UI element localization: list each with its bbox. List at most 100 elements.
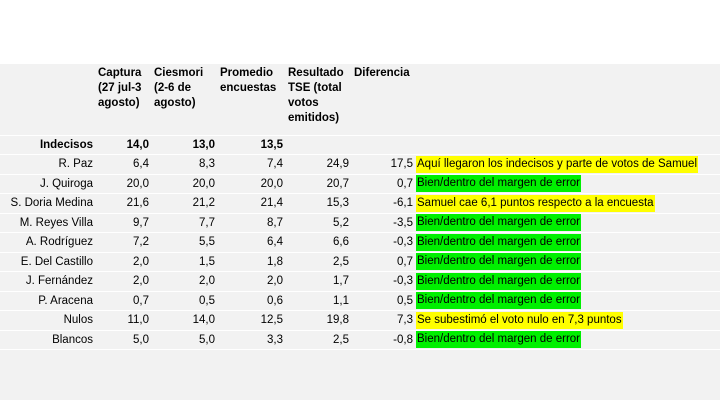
captura-cell: 0,7: [96, 291, 152, 311]
candidate-name: A. Rodríguez: [0, 232, 96, 253]
note-highlight: Bien/dentro del margen de error: [416, 292, 582, 310]
table-row: E. Del Castillo 2,0 1,5 1,8 2,5 0,7 Bien/dentr…: [0, 252, 720, 272]
ciesmori-cell: 21,2: [152, 193, 218, 214]
ciesmori-cell: 7,7: [152, 213, 218, 233]
note-highlight: Se subestimó el voto nulo en 7,3 puntos: [416, 311, 623, 329]
note-highlight: Bien/dentro del margen de error: [416, 175, 582, 193]
ciesmori-cell: 14,0: [152, 310, 218, 331]
note-highlight: Bien/dentro del margen de error: [416, 253, 582, 271]
ciesmori-cell: 5,5: [152, 232, 218, 253]
promedio-cell: 8,7: [218, 213, 286, 233]
header-resultado: Resultado TSE (total votos emitidos): [286, 64, 352, 136]
promedio-cell: 21,4: [218, 193, 286, 214]
candidate-name: S. Doria Medina: [0, 193, 96, 214]
captura-cell: 2,0: [96, 252, 152, 272]
captura-cell: 21,6: [96, 193, 152, 214]
note-cell: Bien/dentro del margen de error: [416, 291, 720, 311]
resultado-cell: 5,2: [286, 213, 352, 233]
diferencia-cell: 17,5: [352, 154, 416, 175]
table-row: S. Doria Medina 21,6 21,2 21,4 15,3 -6,1 Samue…: [0, 193, 720, 214]
indecisos-row: Indecisos 14,0 13,0 13,5: [0, 135, 720, 155]
resultado-cell: 1,7: [286, 271, 352, 292]
header-candidate: [0, 64, 96, 136]
diferencia-cell: 0,7: [352, 252, 416, 272]
diferencia-cell: 7,3: [352, 310, 416, 331]
poll-comparison-table: Captura (27 jul-3 agosto) Ciesmori (2-6 …: [0, 64, 720, 350]
resultado-cell: 1,1: [286, 291, 352, 311]
table-row: Blancos 5,0 5,0 3,3 2,5 -0,8 Bien/dentro del m…: [0, 330, 720, 350]
indecisos-note: [416, 135, 720, 155]
ciesmori-cell: 1,5: [152, 252, 218, 272]
captura-cell: 7,2: [96, 232, 152, 253]
candidate-name: E. Del Castillo: [0, 252, 96, 272]
promedio-cell: 3,3: [218, 330, 286, 350]
captura-cell: 11,0: [96, 310, 152, 331]
indecisos-resultado: [286, 135, 352, 155]
promedio-cell: 1,8: [218, 252, 286, 272]
resultado-cell: 15,3: [286, 193, 352, 214]
header-diferencia: Diferencia: [352, 64, 416, 136]
note-cell: Bien/dentro del margen de error: [416, 232, 720, 253]
table-row: J. Fernández 2,0 2,0 2,0 1,7 -0,3 Bien/dentro …: [0, 271, 720, 292]
ciesmori-cell: 8,3: [152, 154, 218, 175]
promedio-cell: 6,4: [218, 232, 286, 253]
candidate-name: P. Aracena: [0, 291, 96, 311]
bottom-band: [0, 350, 720, 400]
candidate-name: Nulos: [0, 310, 96, 331]
ciesmori-cell: 0,5: [152, 291, 218, 311]
indecisos-promedio: 13,5: [218, 135, 286, 155]
table-row: Nulos 11,0 14,0 12,5 19,8 7,3 Se subestimó el …: [0, 310, 720, 331]
diferencia-cell: -3,5: [352, 213, 416, 233]
indecisos-ciesmori: 13,0: [152, 135, 218, 155]
table-row: A. Rodríguez 7,2 5,5 6,4 6,6 -0,3 Bien/dentro …: [0, 232, 720, 253]
note-cell: Bien/dentro del margen de error: [416, 271, 720, 292]
candidate-name: J. Quiroga: [0, 174, 96, 194]
ciesmori-cell: 5,0: [152, 330, 218, 350]
candidate-name: Blancos: [0, 330, 96, 350]
diferencia-cell: -0,3: [352, 232, 416, 253]
ciesmori-cell: 20,0: [152, 174, 218, 194]
note-cell: Bien/dentro del margen de error: [416, 330, 720, 350]
note-cell: Aquí llegaron los indecisos y parte de v…: [416, 154, 720, 175]
note-highlight: Aquí llegaron los indecisos y parte de v…: [416, 155, 698, 173]
diferencia-cell: -0,8: [352, 330, 416, 350]
header-promedio: Promedio encuestas: [218, 64, 286, 136]
promedio-cell: 20,0: [218, 174, 286, 194]
note-highlight: Bien/dentro del margen de error: [416, 272, 582, 290]
indecisos-diferencia: [352, 135, 416, 155]
note-highlight: Bien/dentro del margen de error: [416, 233, 582, 251]
diferencia-cell: 0,7: [352, 174, 416, 194]
header-note: [416, 64, 720, 136]
captura-cell: 6,4: [96, 154, 152, 175]
promedio-cell: 2,0: [218, 271, 286, 292]
note-highlight: Bien/dentro del margen de error: [416, 331, 582, 349]
captura-cell: 2,0: [96, 271, 152, 292]
note-cell: Bien/dentro del margen de error: [416, 174, 720, 194]
diferencia-cell: 0,5: [352, 291, 416, 311]
diferencia-cell: -0,3: [352, 271, 416, 292]
captura-cell: 9,7: [96, 213, 152, 233]
diferencia-cell: -6,1: [352, 193, 416, 214]
note-highlight: Bien/dentro del margen de error: [416, 214, 582, 232]
note-cell: Se subestimó el voto nulo en 7,3 puntos: [416, 310, 720, 331]
captura-cell: 20,0: [96, 174, 152, 194]
note-cell: Samuel cae 6,1 puntos respecto a la encu…: [416, 193, 720, 214]
resultado-cell: 19,8: [286, 310, 352, 331]
table-row: P. Aracena 0,7 0,5 0,6 1,1 0,5 Bien/dentro del…: [0, 291, 720, 311]
note-cell: Bien/dentro del margen de error: [416, 252, 720, 272]
header-ciesmori: Ciesmori (2-6 de agosto): [152, 64, 218, 136]
indecisos-captura: 14,0: [96, 135, 152, 155]
ciesmori-cell: 2,0: [152, 271, 218, 292]
candidate-name: J. Fernández: [0, 271, 96, 292]
promedio-cell: 12,5: [218, 310, 286, 331]
candidate-name: R. Paz: [0, 154, 96, 175]
resultado-cell: 20,7: [286, 174, 352, 194]
table-row: R. Paz 6,4 8,3 7,4 24,9 17,5 Aquí llegaron los…: [0, 154, 720, 175]
table-row: J. Quiroga 20,0 20,0 20,0 20,7 0,7 Bien/dentro…: [0, 174, 720, 194]
note-cell: Bien/dentro del margen de error: [416, 213, 720, 233]
resultado-cell: 2,5: [286, 330, 352, 350]
resultado-cell: 2,5: [286, 252, 352, 272]
captura-cell: 5,0: [96, 330, 152, 350]
candidate-name: M. Reyes Villa: [0, 213, 96, 233]
resultado-cell: 6,6: [286, 232, 352, 253]
